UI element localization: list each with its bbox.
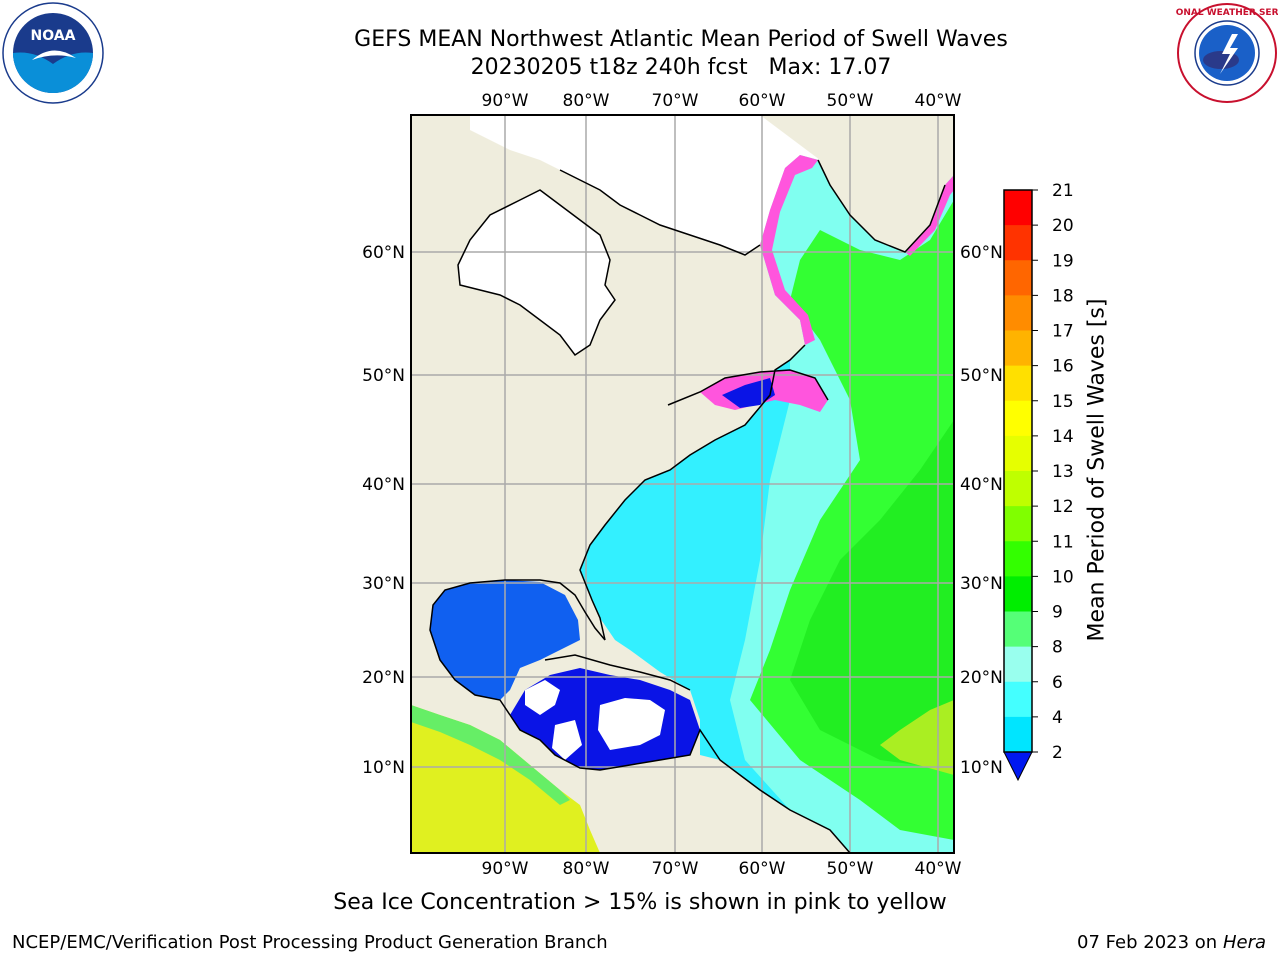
colorbar-tick-label: 15 [1052, 392, 1074, 412]
longitude-labels-top: 90°W 80°W 70°W 60°W 50°W 40°W [482, 91, 962, 111]
colorbar-swatch [1004, 435, 1032, 472]
hudson-bay-no-data [458, 190, 615, 355]
footer-date-text: 07 Feb 2023 on [1077, 932, 1218, 953]
colorbar-swatch [1004, 506, 1032, 542]
coastline-stlawrence [667, 369, 829, 406]
colorbar-swatch [1004, 365, 1032, 402]
colorbar-extend-arrow [1003, 751, 1033, 782]
colorbar-swatch [1004, 260, 1032, 296]
colorbar-tick-label: 19 [1052, 251, 1074, 271]
colorbar-tick-label: 9 [1052, 603, 1063, 623]
colorbar-swatch [1004, 681, 1032, 718]
coastline-labrador [817, 159, 946, 253]
colorbar-tick-label: 8 [1052, 638, 1063, 658]
lon-label-bottom: 50°W [827, 859, 874, 879]
colorbar-tick-label: 10 [1052, 567, 1074, 587]
footer-machine: Hera [1222, 932, 1266, 953]
coastline-cuba [544, 654, 691, 691]
lon-label-bottom: 90°W [482, 859, 529, 879]
colorbar-swatch [1004, 190, 1032, 226]
lon-label-top: 90°W [482, 91, 529, 111]
colorbar-swatch [1004, 541, 1032, 577]
coastlines [429, 159, 946, 853]
nws-logo: NATIONAL WEATHER SERVICE [1176, 3, 1278, 103]
colorbar-tick-label: 18 [1052, 286, 1074, 306]
lon-label-bottom: 60°W [739, 859, 786, 879]
lat-label-right: 40°N [960, 475, 1003, 495]
colorbar-title: Mean Period of Swell Waves [s] [1084, 298, 1110, 642]
map-layers [411, 115, 954, 853]
coastline-hudson [457, 189, 616, 357]
lat-label-right: 20°N [960, 668, 1003, 688]
colorbar-tick-label: 20 [1052, 216, 1074, 236]
pacific-green-coast [411, 705, 570, 805]
colorbar-tick-label: 12 [1052, 497, 1074, 517]
map-frame [410, 114, 955, 854]
coastline-gulf [429, 579, 606, 716]
colorbar-tick-label: 16 [1052, 357, 1074, 377]
lat-label-left: 20°N [362, 668, 405, 688]
colorbar-tick-label: 13 [1052, 462, 1074, 482]
noaa-logo-text: NOAA [31, 28, 76, 44]
lat-label-right: 60°N [960, 243, 1003, 263]
lat-label-left: 40°N [362, 475, 405, 495]
lon-label-bottom: 40°W [915, 859, 962, 879]
colorbar: 21 20 19 18 17 16 15 14 13 12 11 10 9 8 6 4 2 [1003, 181, 1074, 782]
lat-label-left: 60°N [362, 243, 405, 263]
colorbar-swatch [1004, 295, 1032, 331]
colorbar-swatch [1004, 330, 1032, 367]
arctic-no-data [470, 115, 820, 255]
colorbar-tick-label: 6 [1052, 673, 1063, 693]
noaa-logo: NOAA [2, 2, 104, 104]
lat-label-right: 50°N [960, 366, 1003, 386]
lat-label-left: 30°N [362, 574, 405, 594]
caribbean-missing-2 [598, 698, 665, 750]
lat-label-right: 10°N [960, 758, 1003, 778]
latitude-labels-left: 60°N 50°N 40°N 30°N 20°N 10°N [362, 243, 405, 778]
colorbar-tick-label: 4 [1052, 708, 1063, 728]
nws-logo-text: NATIONAL WEATHER SERVICE [1176, 8, 1278, 18]
colorbar-swatch [1004, 611, 1032, 648]
footer-credit: NCEP/EMC/Verification Post Processing Pr… [12, 932, 608, 953]
colorbar-swatch [1004, 225, 1032, 261]
lon-label-top: 40°W [915, 91, 962, 111]
lon-label-top: 80°W [563, 91, 610, 111]
chart-title: GEFS MEAN Northwest Atlantic Mean Period… [354, 27, 1008, 52]
coastline-eastcoast [579, 344, 806, 641]
lat-label-right: 30°N [960, 574, 1003, 594]
longitude-labels-bottom: 90°W 80°W 70°W 60°W 50°W 40°W [482, 859, 962, 879]
atlantic-yellowgreen-patch [880, 700, 954, 775]
latitude-labels-right: 60°N 50°N 40°N 30°N 20°N 10°N [960, 243, 1003, 778]
lat-label-left: 10°N [362, 758, 405, 778]
colorbar-swatch [1004, 716, 1032, 753]
sea-ice-labrador [760, 155, 818, 345]
colorbar-tick-label: 17 [1052, 322, 1074, 342]
lon-label-top: 70°W [652, 91, 699, 111]
lon-label-top: 50°W [827, 91, 874, 111]
colorbar-swatch [1004, 471, 1032, 507]
chart-subtitle: 20230205 t18z 240h fcst Max: 17.07 [470, 55, 892, 80]
atlantic-green-patch [790, 420, 954, 770]
colorbar-tick-label: 11 [1052, 532, 1074, 552]
lat-label-left: 50°N [362, 366, 405, 386]
sea-ice-caption: Sea Ice Concentration > 15% is shown in … [333, 890, 947, 915]
coastline-arctic [559, 169, 761, 256]
footer-date: 07 Feb 2023 on Hera [1077, 932, 1266, 953]
caribbean-missing-3 [552, 720, 582, 760]
lon-label-bottom: 80°W [563, 859, 610, 879]
lon-label-top: 60°W [739, 91, 786, 111]
caribbean-missing-1 [525, 680, 560, 715]
colorbar-swatch [1004, 576, 1032, 612]
colorbar-swatch [1004, 400, 1032, 437]
colorbar-tick-label: 21 [1052, 181, 1074, 201]
colorbar-tick-label: 14 [1052, 427, 1074, 447]
lon-label-bottom: 70°W [652, 859, 699, 879]
coastline-centralamerica [509, 714, 851, 853]
map-gridlines [411, 115, 954, 853]
colorbar-tick-label: 2 [1052, 743, 1063, 763]
colorbar-swatch [1004, 646, 1032, 683]
